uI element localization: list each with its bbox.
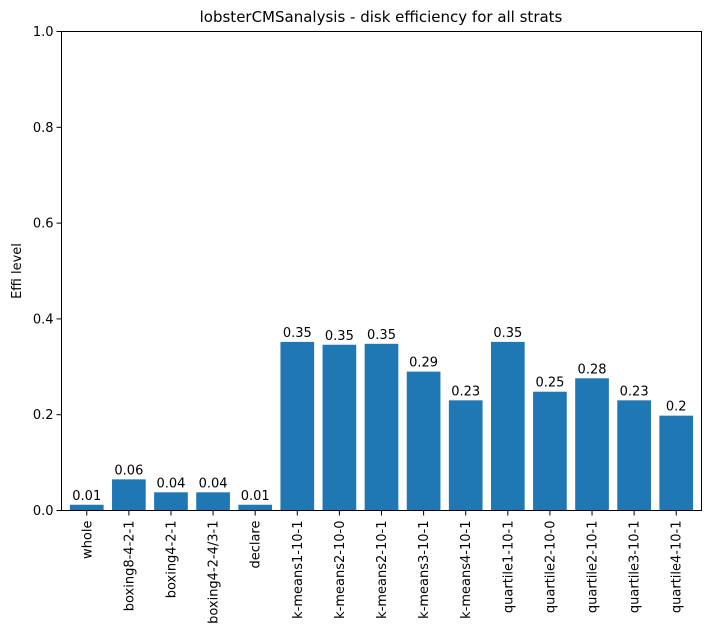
bar-value-labels: 0.01 0.06 0.04 0.04 0.01 0.35 0.35 0.35 0.29 0.23… (72, 326, 686, 504)
bar-value-label: 0.35 (283, 326, 312, 341)
bar-value-label: 0.01 (72, 489, 101, 504)
bar (659, 415, 694, 511)
bar (575, 378, 609, 511)
x-tick-label: k-means2-10-0 (333, 521, 348, 619)
x-axis-ticks: whole boxing8-4-2-1 boxing4-2-1 boxing4-2-4… (80, 510, 685, 624)
x-tick-label: quartile2-10-0 (543, 521, 558, 614)
y-tick-label: 0.0 (33, 504, 54, 519)
x-tick-label: quartile1-10-1 (501, 521, 516, 614)
bar (364, 343, 399, 511)
bar-value-label: 0.2 (666, 400, 687, 415)
bar-value-label: 0.35 (325, 329, 354, 344)
x-tick-label: boxing8-4-2-1 (122, 521, 137, 612)
bar-value-label: 0.25 (535, 376, 564, 391)
y-tick-label: 0.2 (33, 408, 54, 423)
y-tick-label: 0.4 (33, 312, 54, 327)
bar (406, 371, 441, 511)
bar-value-label: 0.06 (114, 463, 143, 478)
bar (490, 341, 525, 511)
bar (280, 341, 315, 511)
bar (238, 504, 273, 511)
x-tick-label: k-means1-10-1 (291, 521, 306, 619)
y-tick-label: 1.0 (33, 25, 54, 40)
bars-group (69, 341, 694, 511)
bar (112, 479, 146, 511)
x-tick-label: k-means4-10-1 (459, 521, 474, 619)
x-tick-label: k-means3-10-1 (417, 521, 432, 619)
bar (448, 400, 483, 511)
y-axis-label: Effi level (10, 243, 25, 299)
bar-value-label: 0.23 (451, 384, 480, 399)
bar-value-label: 0.35 (493, 326, 522, 341)
x-tick-label: boxing4-2-4/3-1 (207, 521, 222, 624)
x-tick-label: whole (80, 521, 95, 559)
x-tick-label: quartile2-10-1 (586, 521, 601, 614)
x-tick-label: quartile3-10-1 (628, 521, 643, 614)
bar-value-label: 0.04 (199, 476, 228, 491)
bar-value-label: 0.04 (156, 476, 185, 491)
bar (154, 492, 188, 511)
y-tick-label: 0.6 (33, 217, 54, 232)
bar-value-label: 0.35 (367, 328, 396, 343)
x-tick-label: k-means2-10-1 (375, 521, 390, 619)
y-tick-label: 0.8 (33, 121, 54, 136)
bar-value-label: 0.28 (578, 362, 607, 377)
bar-value-label: 0.23 (620, 384, 649, 399)
bar (322, 344, 357, 511)
x-tick-label: quartile4-10-1 (670, 521, 685, 614)
chart-title: lobsterCMSanalysis - disk efficiency for… (200, 8, 563, 26)
bar-value-label: 0.29 (409, 356, 438, 371)
x-tick-label: boxing4-2-1 (164, 521, 179, 599)
x-tick-label: declare (249, 521, 264, 569)
plot-frame (61, 31, 702, 511)
bar (69, 504, 104, 511)
bar-value-label: 0.01 (241, 489, 270, 504)
bar (196, 492, 230, 511)
bar (533, 391, 567, 511)
y-axis-ticks: 0.0 0.2 0.4 0.6 0.8 1.0 (33, 25, 62, 519)
bar (617, 400, 651, 511)
